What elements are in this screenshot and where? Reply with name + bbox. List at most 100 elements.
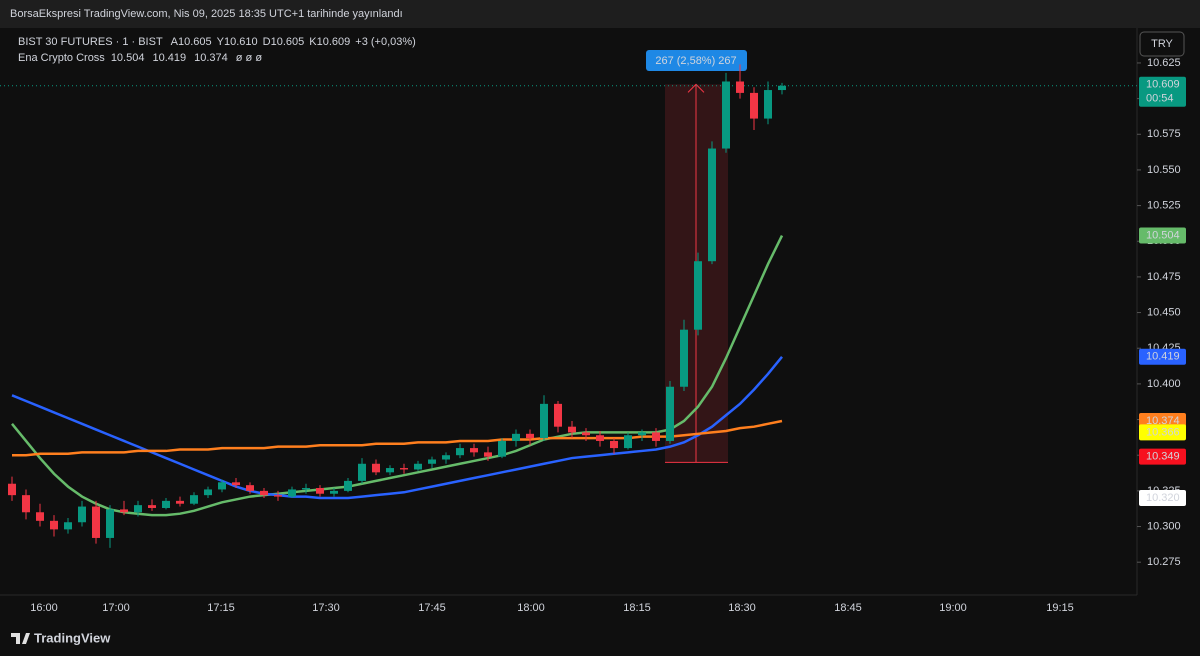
price-badge-label: 10.504 [1146, 229, 1180, 241]
candle-body [386, 468, 394, 473]
x-tick-label: 17:30 [312, 602, 340, 614]
candle-body [372, 463, 380, 473]
indicator-name: Ena Crypto Cross [18, 52, 105, 64]
y-tick-label: 10.575 [1147, 128, 1181, 140]
price-badge-label: 10.349 [1146, 451, 1180, 463]
currency-button[interactable] [1139, 31, 1185, 57]
price-badge [1139, 348, 1186, 365]
candle-body [8, 483, 16, 496]
candle-body [302, 488, 310, 490]
symbol: BIST 30 FUTURES · 1 · BIST [18, 36, 163, 48]
countdown: 00:54 [1146, 93, 1174, 105]
y-tick-label: 10.525 [1147, 199, 1181, 211]
candle-body [498, 440, 506, 457]
price-badge-label: 10.366 [1146, 426, 1180, 438]
header-bar [0, 0, 1200, 28]
price-badge [1139, 490, 1186, 507]
last-price-badge [1139, 76, 1186, 107]
footer-brand: TradingView [34, 630, 111, 645]
candle-body [526, 433, 534, 439]
candle-body [274, 495, 282, 497]
indicator-value: 10.419 [152, 52, 186, 64]
ohlc-value: 10.605 [178, 36, 212, 48]
candle-body [652, 432, 660, 441]
candle-body [176, 500, 184, 504]
x-tick-label: 18:15 [623, 602, 651, 614]
x-tick-label: 19:00 [939, 602, 967, 614]
indicator-value: 10.504 [111, 52, 145, 64]
ohlc-key: K [309, 36, 317, 48]
currency: TRY [1151, 38, 1173, 50]
candle-body [148, 505, 156, 508]
price-badge-label: 10.419 [1146, 351, 1180, 363]
candle-body [78, 506, 86, 523]
measure-label: 267 (2,58%) 267 [655, 55, 736, 67]
candle-body [568, 426, 576, 433]
candle-body [232, 482, 240, 486]
candle-body [120, 509, 128, 513]
candle-body [442, 455, 450, 460]
y-tick-label: 10.450 [1147, 306, 1181, 318]
candle-body [582, 432, 590, 436]
y-tick-label: 10.275 [1147, 556, 1181, 568]
candle-body [694, 261, 702, 330]
x-tick-label: 18:45 [834, 602, 862, 614]
candle-body [428, 459, 436, 464]
candle-body [190, 495, 198, 504]
candle-body [358, 463, 366, 481]
candle-body [638, 432, 646, 436]
candle-body [722, 81, 730, 149]
candle-body [106, 509, 114, 538]
candle-body [50, 520, 58, 530]
candle-body [162, 500, 170, 508]
ohlc-key: A [171, 36, 179, 48]
candle-body [680, 329, 688, 387]
price-badge [1139, 424, 1186, 441]
x-tick-label: 16:00 [30, 602, 58, 614]
candle-body [736, 81, 744, 93]
candle-body [764, 90, 772, 119]
x-tick-label: 18:30 [728, 602, 756, 614]
x-tick-label: 19:15 [1046, 602, 1074, 614]
candle-body [344, 480, 352, 491]
candle-body [64, 522, 72, 530]
legend: BIST 30 FUTURES · 1 · BIST Ena Crypto Cr… [18, 36, 416, 64]
candle-body [204, 489, 212, 496]
candle-body [414, 463, 422, 470]
candle-body [666, 386, 674, 441]
candle-body [610, 440, 618, 449]
candle-body [456, 448, 464, 456]
candle-body [36, 512, 44, 521]
candle-body [22, 495, 30, 513]
candle-body [554, 403, 562, 427]
x-tick-label: 17:15 [207, 602, 235, 614]
price-badge-label: 10.374 [1146, 415, 1180, 427]
candle-body [708, 148, 716, 262]
measure-label-box [646, 50, 747, 71]
candle-body [134, 505, 142, 513]
x-tick-label: 17:45 [418, 602, 446, 614]
header-title: BorsaEkspresi TradingView.com, Nis 09, 2… [10, 8, 403, 20]
ohlc-key: Y [217, 36, 225, 48]
candle-body [316, 488, 324, 494]
price-badge [1139, 448, 1186, 465]
footer-logo [11, 633, 30, 644]
candle-body [288, 489, 296, 497]
y-tick-label: 10.475 [1147, 271, 1181, 283]
y-tick-label: 10.550 [1147, 164, 1181, 176]
measure-arrowhead [687, 83, 705, 93]
y-tick-label: 10.300 [1147, 520, 1181, 532]
candle-body [260, 490, 268, 496]
candle-body [400, 468, 408, 470]
candle-body [246, 485, 254, 491]
candle-body [624, 435, 632, 449]
candle-body [750, 92, 758, 119]
candle-body [540, 403, 548, 439]
indicator-value: 10.374 [194, 52, 228, 64]
ohlc-change: +3 (+0,03%) [355, 36, 416, 48]
ohlc-key: D [263, 36, 271, 48]
x-tick-label: 17:00 [102, 602, 130, 614]
ohlc-value: 10.605 [271, 36, 305, 48]
